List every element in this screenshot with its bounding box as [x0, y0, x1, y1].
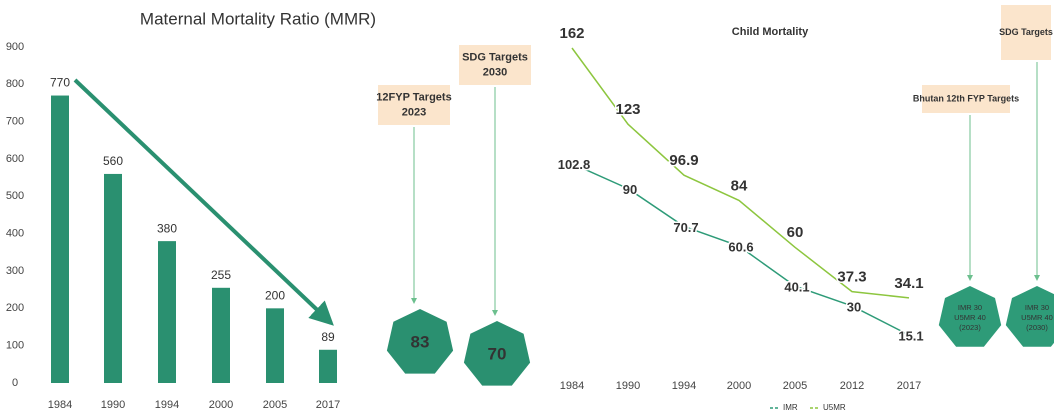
legend-label: U5MR — [823, 403, 846, 412]
value-label: 380 — [157, 221, 177, 235]
target-value: U5MR 40 — [1021, 313, 1053, 322]
y-tick-label: 500 — [6, 190, 24, 202]
chart-title: Maternal Mortality Ratio (MMR) — [140, 9, 376, 28]
target-value: U5MR 40 — [954, 313, 986, 322]
target-heptagon — [1005, 286, 1054, 347]
y-tick-label: 400 — [6, 228, 24, 240]
bar — [158, 241, 176, 383]
y-tick-label: 300 — [6, 265, 24, 277]
target-heptagon — [463, 321, 531, 386]
target-label: 2023 — [402, 106, 426, 118]
value-label: 84 — [731, 177, 748, 194]
target-value: 83 — [411, 332, 430, 351]
bar — [212, 287, 230, 383]
y-tick-label: 0 — [12, 377, 18, 389]
bar — [104, 173, 122, 383]
value-label: 70.7 — [673, 220, 698, 235]
value-label: 200 — [265, 289, 285, 303]
x-tick-label: 1990 — [101, 399, 125, 411]
chart-title: Child Mortality — [732, 26, 809, 38]
target-value: (2030) — [1026, 323, 1048, 332]
target-heptagon — [386, 309, 454, 374]
x-tick-label: 2000 — [727, 380, 751, 392]
value-label: 89 — [321, 330, 335, 344]
x-tick-label: 1994 — [155, 399, 179, 411]
target-box — [1001, 5, 1051, 60]
value-label: 770 — [50, 76, 70, 90]
value-label: 102.8 — [558, 157, 591, 172]
y-tick-label: 800 — [6, 78, 24, 90]
x-tick-label: 2017 — [316, 399, 340, 411]
target-heptagon — [938, 286, 1002, 347]
value-label: 123 — [615, 101, 640, 118]
y-tick-label: 600 — [6, 153, 24, 165]
x-tick-label: 2005 — [783, 380, 807, 392]
target-value: IMR 30 — [958, 303, 982, 312]
bar — [319, 349, 337, 383]
target-label: 12FYP Targets — [376, 91, 451, 103]
x-tick-label: 1984 — [560, 380, 584, 392]
target-box — [922, 85, 1010, 113]
x-tick-label: 1990 — [616, 380, 640, 392]
value-label: 60 — [787, 224, 804, 241]
x-tick-label: 2017 — [897, 380, 921, 392]
value-label: 37.3 — [837, 269, 866, 286]
y-tick-label: 200 — [6, 302, 24, 314]
y-tick-label: 700 — [6, 116, 24, 128]
target-label: Bhutan 12th FYP Targets — [913, 93, 1019, 103]
value-label: 30 — [847, 299, 861, 314]
target-value: 70 — [488, 344, 507, 363]
trend-arrow — [73, 78, 334, 326]
value-label: 96.9 — [669, 152, 698, 169]
target-box — [459, 45, 531, 85]
value-label: 162 — [559, 25, 584, 42]
legend-label: IMR — [783, 403, 798, 412]
target-value: (2023) — [959, 323, 981, 332]
target-label: 2030 — [483, 66, 507, 78]
y-tick-label: 900 — [6, 41, 24, 53]
value-label: 90 — [623, 182, 637, 197]
x-tick-label: 2012 — [840, 380, 864, 392]
target-label: SDG Targets — [999, 27, 1053, 37]
value-label: 60.6 — [728, 240, 753, 255]
value-label: 255 — [211, 268, 231, 282]
bar — [51, 95, 69, 384]
y-tick-label: 100 — [6, 340, 24, 352]
x-tick-label: 1984 — [48, 399, 72, 411]
value-label: 15.1 — [898, 328, 923, 343]
bar — [266, 308, 284, 383]
value-label: 560 — [103, 154, 123, 168]
series-line — [571, 47, 910, 299]
x-tick-label: 1994 — [672, 380, 696, 392]
value-label: 34.1 — [894, 275, 923, 292]
target-value: IMR 30 — [1025, 303, 1049, 312]
target-label: SDG Targets — [462, 51, 528, 63]
value-label: 40.1 — [784, 280, 809, 295]
x-tick-label: 2005 — [263, 399, 287, 411]
series-line — [571, 162, 910, 336]
target-box — [378, 85, 450, 125]
x-tick-label: 2000 — [209, 399, 233, 411]
